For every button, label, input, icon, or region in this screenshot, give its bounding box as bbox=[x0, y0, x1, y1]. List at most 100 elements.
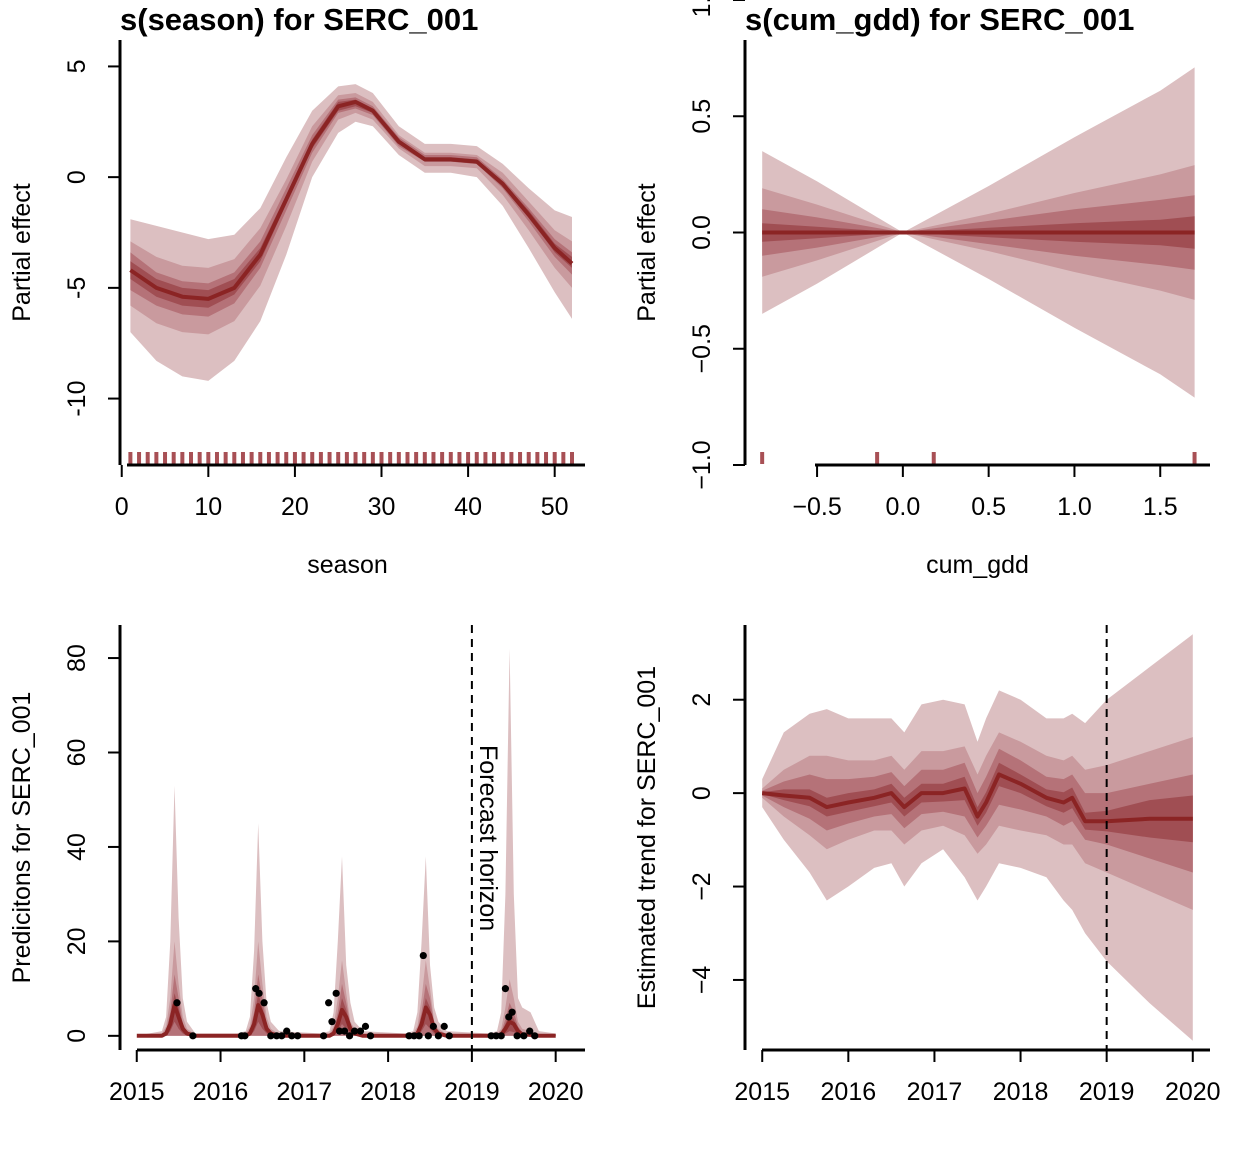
observed-point bbox=[508, 1008, 516, 1016]
x-tick-label: 2015 bbox=[109, 1078, 165, 1106]
x-tick-label: 10 bbox=[194, 493, 222, 521]
x-tick-label: 0.5 bbox=[971, 493, 1006, 521]
observed-point bbox=[335, 1027, 344, 1035]
observed-point bbox=[526, 1027, 534, 1035]
x-axis-label: cum_gdd bbox=[926, 551, 1029, 579]
x-tick-label: 20 bbox=[281, 493, 309, 521]
y-tick-label: 0.5 bbox=[688, 99, 716, 134]
observed-point bbox=[361, 1022, 370, 1030]
observed-point bbox=[424, 1032, 432, 1040]
credible-band-inner bbox=[130, 99, 572, 308]
observed-point bbox=[340, 1027, 349, 1035]
observed-point bbox=[501, 985, 510, 993]
observed-point bbox=[356, 1027, 365, 1035]
observed-point bbox=[520, 1032, 528, 1040]
y-tick-label: −0.5 bbox=[688, 324, 716, 373]
observed-point bbox=[497, 1032, 505, 1040]
x-tick-label: 2017 bbox=[907, 1078, 963, 1106]
observed-point bbox=[260, 999, 268, 1007]
y-tick-label: 20 bbox=[63, 927, 91, 955]
chart-title: s(cum_gdd) for SERC_001 bbox=[745, 2, 1134, 37]
observed-point bbox=[345, 1032, 354, 1040]
observed-point bbox=[319, 1032, 328, 1040]
y-tick-label: 0 bbox=[63, 170, 91, 184]
x-tick-label: 2018 bbox=[993, 1078, 1049, 1106]
observed-point bbox=[278, 1032, 286, 1040]
observed-point bbox=[283, 1027, 291, 1035]
median-line bbox=[129, 99, 574, 301]
y-tick-label: 5 bbox=[63, 59, 91, 73]
chart-title: s(season) for SERC_001 bbox=[120, 2, 478, 37]
season-effect-panel: 0 10 20 30 40 50 -10 -5 0 5 s(season) for SERC_001… bbox=[8, 2, 585, 579]
x-axis-label: season bbox=[307, 551, 388, 579]
x-tick-label: 2015 bbox=[734, 1078, 790, 1106]
observed-point bbox=[366, 1032, 375, 1040]
x-tick-label: 0 bbox=[115, 493, 129, 521]
x-tick-label: 2018 bbox=[360, 1078, 416, 1106]
y-axis-label: Partial effect bbox=[633, 183, 661, 322]
y-tick-label: 80 bbox=[63, 644, 91, 672]
x-tick-label: 30 bbox=[368, 493, 396, 521]
x-tick-label: 2016 bbox=[193, 1078, 249, 1106]
x-tick-label: 40 bbox=[454, 493, 482, 521]
credible-band-mid2 bbox=[136, 974, 556, 1036]
observed-point bbox=[434, 1032, 442, 1040]
x-tick-label: 2019 bbox=[1079, 1078, 1135, 1106]
observed-point bbox=[255, 989, 263, 997]
observed-point bbox=[531, 1032, 539, 1040]
cum-gdd-effect-panel: −0.5 0.0 0.5 1.0 1.5 −1.0 −0.5 0.0 0.5 1.0 s(cum_g… bbox=[633, 0, 1210, 579]
observed-point bbox=[288, 1032, 296, 1040]
observed-point bbox=[294, 1032, 302, 1040]
x-tick-label: 2017 bbox=[277, 1078, 333, 1106]
observed-point bbox=[332, 989, 340, 997]
observed-point bbox=[273, 1032, 281, 1040]
x-tick-label: 2019 bbox=[444, 1078, 500, 1106]
observed-point bbox=[405, 1032, 413, 1040]
observed-point bbox=[445, 1032, 453, 1040]
observed-point bbox=[350, 1027, 359, 1035]
observed-point bbox=[513, 1032, 521, 1040]
y-tick-label: 2 bbox=[688, 693, 716, 707]
forecast-horizon-label: Forecast horizon bbox=[474, 745, 502, 931]
x-tick-label: 1.5 bbox=[1143, 493, 1178, 521]
observed-point bbox=[429, 1022, 437, 1030]
y-tick-label: 0 bbox=[63, 1029, 91, 1043]
y-tick-label: 0.0 bbox=[688, 215, 716, 250]
observed-point bbox=[440, 1022, 448, 1030]
x-tick-label: 0.0 bbox=[885, 493, 920, 521]
y-tick-label: −4 bbox=[688, 966, 716, 995]
credible-band-outer bbox=[130, 84, 572, 381]
observed-point bbox=[325, 999, 333, 1007]
observed-point bbox=[189, 1032, 197, 1040]
y-axis-label: Predicitons for SERC_001 bbox=[8, 692, 36, 984]
y-tick-label: -10 bbox=[63, 381, 91, 417]
x-tick-label: 2020 bbox=[528, 1078, 584, 1106]
observed-point bbox=[415, 1032, 423, 1040]
observed-point bbox=[267, 1032, 275, 1040]
observed-point bbox=[241, 1032, 249, 1040]
y-tick-label: -5 bbox=[63, 277, 91, 299]
y-tick-label: 60 bbox=[63, 739, 91, 767]
y-tick-label: 1.0 bbox=[688, 0, 716, 17]
x-tick-label: 2016 bbox=[821, 1078, 877, 1106]
y-axis-label: Estimated trend for SERC_001 bbox=[633, 666, 661, 1009]
observed-point bbox=[173, 999, 181, 1007]
observed-point bbox=[419, 951, 427, 960]
y-tick-label: −2 bbox=[688, 872, 716, 901]
y-tick-label: 40 bbox=[63, 833, 91, 861]
x-tick-label: 50 bbox=[541, 493, 569, 521]
observed-point bbox=[487, 1032, 495, 1040]
x-tick-label: −0.5 bbox=[792, 493, 841, 521]
trend-panel: 2015 2016 2017 2018 2019 2020 −4 −2 0 2 Estimated … bbox=[633, 625, 1221, 1106]
median-line bbox=[761, 772, 1193, 824]
x-tick-label: 1.0 bbox=[1057, 493, 1092, 521]
y-tick-label: 0 bbox=[688, 786, 716, 800]
y-axis-label: Partial effect bbox=[8, 183, 36, 322]
y-tick-label: −1.0 bbox=[688, 440, 716, 489]
observed-point bbox=[410, 1032, 418, 1040]
observed-point bbox=[492, 1032, 500, 1040]
x-tick-label: 2020 bbox=[1165, 1078, 1221, 1106]
observed-point bbox=[328, 1018, 336, 1026]
